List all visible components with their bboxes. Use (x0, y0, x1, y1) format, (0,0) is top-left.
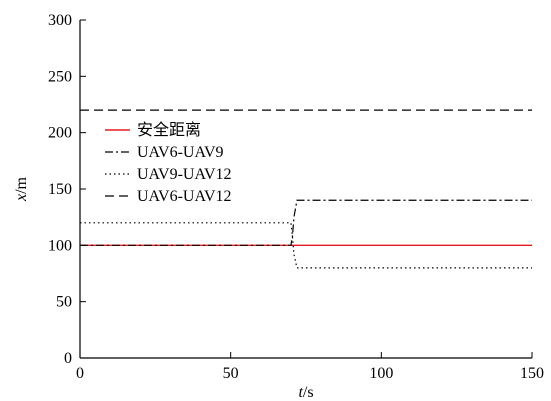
legend-label-3: UAV6-UAV12 (137, 188, 232, 205)
axis-labels: t/s x/m (13, 176, 314, 401)
y-axis-unit: /m (13, 176, 30, 193)
x-tick-label: 50 (223, 365, 239, 382)
axes: 0 50 100 150 200 250 300 0 50 100 150 (48, 12, 544, 382)
x-tick-label: 100 (369, 365, 393, 382)
y-axis-label: x/m (13, 176, 30, 202)
series-line-1 (80, 199, 532, 246)
y-tick-label: 250 (48, 68, 72, 85)
x-tick-label: 150 (520, 365, 544, 382)
x-tick-label: 0 (76, 365, 84, 382)
x-axis-unit: /s (303, 384, 314, 401)
legend-label-2: UAV9-UAV12 (137, 166, 232, 183)
y-tick-label: 300 (48, 12, 72, 29)
y-tick-label: 0 (64, 350, 72, 367)
legend-label-0: 安全距离 (137, 121, 201, 139)
legend-label-1: UAV6-UAV9 (137, 144, 224, 161)
x-axis-label: t/s (298, 384, 313, 401)
series-line-2 (80, 222, 532, 269)
y-tick-label: 100 (48, 237, 72, 254)
x-axis-var: t (298, 384, 303, 401)
series-layer (80, 109, 532, 269)
y-tick-label: 50 (56, 294, 72, 311)
legend: 安全距离 UAV6-UAV9 UAV9-UAV12 UAV6-UAV12 (105, 121, 232, 205)
y-tick-label: 150 (48, 181, 72, 198)
y-tick-label: 200 (48, 125, 72, 142)
y-axis-var: x (13, 194, 30, 202)
